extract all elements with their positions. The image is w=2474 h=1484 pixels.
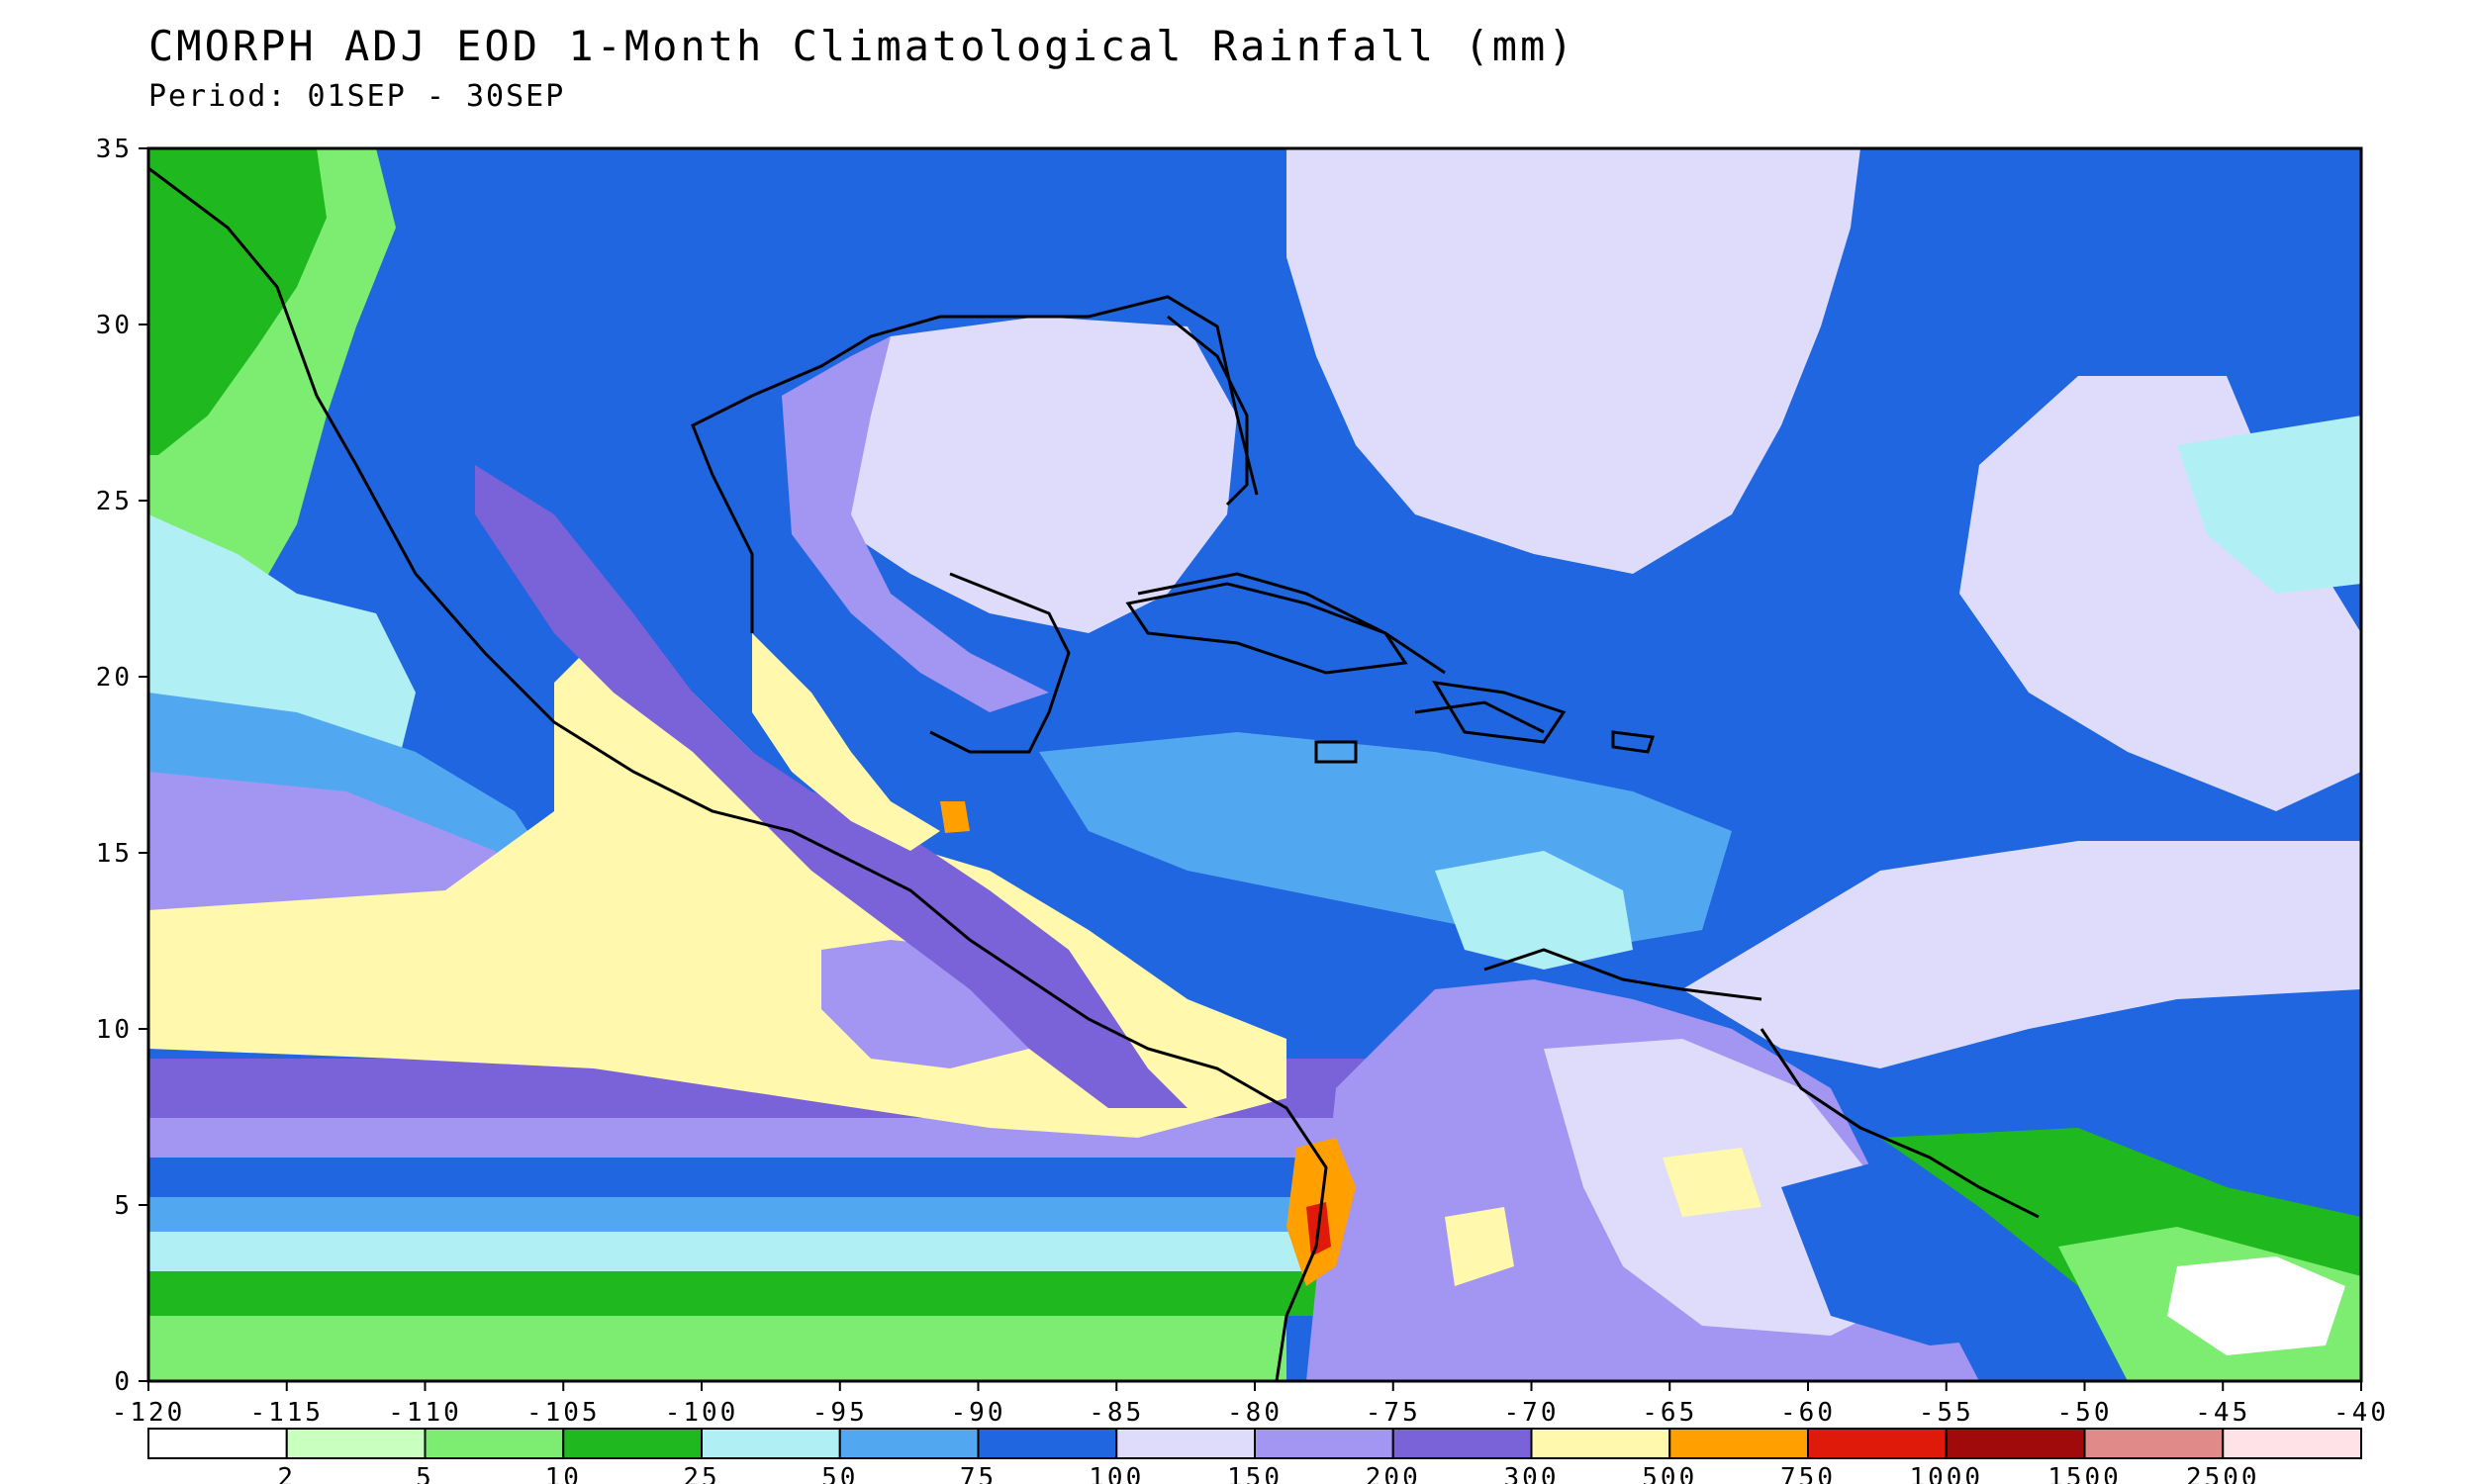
colorbar-swatch <box>1668 1428 1809 1459</box>
colorbar-swatch <box>1115 1428 1256 1459</box>
colombia-yellow <box>1445 1207 1514 1286</box>
lon-tick-label: -115 <box>249 1398 324 1428</box>
lon-tick-label: -80 <box>1227 1398 1283 1428</box>
colorbar-swatch <box>562 1428 703 1459</box>
honduras-orange <box>940 801 970 833</box>
colorbar-swatch <box>838 1428 980 1459</box>
gulf-purple-rim <box>782 336 1049 712</box>
colorbar-swatch <box>147 1428 288 1459</box>
colorbar-swatch <box>2222 1428 2362 1459</box>
colorbar-label: 1500 <box>2047 1463 2122 1484</box>
lat-tick-label: 10 <box>96 1015 133 1045</box>
band-10 <box>148 1316 1286 1381</box>
lon-tick-label: -70 <box>1504 1398 1560 1428</box>
colorbar-swatch <box>285 1428 427 1459</box>
longitude-axis: -120 -115 -110 -105 -100 -95 -90 -85 -80 -75 -70 -6… <box>112 1381 2389 1428</box>
lon-tick-label: -60 <box>1780 1398 1836 1428</box>
mexico-purple <box>475 465 1188 1108</box>
colorbar-swatch <box>424 1428 565 1459</box>
colorbar-label: 2500 <box>2186 1463 2260 1484</box>
lat-tick-label: 35 <box>96 135 133 164</box>
atlantic-lavender-region <box>1286 148 1860 574</box>
lat-tick-label: 15 <box>96 839 133 869</box>
lon-tick-label: -90 <box>951 1398 1006 1428</box>
pacific-darkgreen-northwest <box>148 148 327 455</box>
colorbar-label: 10 <box>545 1463 582 1484</box>
colorbar-label: 150 <box>1227 1463 1283 1484</box>
colorbar-swatch <box>2083 1428 2225 1459</box>
latitude-axis: 35 30 25 20 15 10 5 0 <box>96 135 148 1397</box>
colorbar-label: 50 <box>821 1463 858 1484</box>
lon-tick-label: -100 <box>665 1398 739 1428</box>
colorbar-label: 500 <box>1642 1463 1697 1484</box>
colorbar-swatch <box>1530 1428 1671 1459</box>
colorbar-label: 5 <box>416 1463 434 1484</box>
colorbar-label: 750 <box>1780 1463 1836 1484</box>
lon-tick-label: -85 <box>1089 1398 1144 1428</box>
colorbar-label: 25 <box>683 1463 719 1484</box>
band-75 <box>148 1197 1385 1232</box>
colorbar: 2 5 10 25 50 75 100 150 200 300 500 750 1000 1500 2500 <box>147 1428 2362 1484</box>
colorbar-swatch <box>1945 1428 2086 1459</box>
lon-tick-label: -75 <box>1366 1398 1421 1428</box>
gulf-lavender <box>782 317 1237 633</box>
lon-tick-label: -65 <box>1642 1398 1697 1428</box>
colorbar-label: 200 <box>1366 1463 1421 1484</box>
colorbar-label: 100 <box>1089 1463 1144 1484</box>
band-100 <box>148 1158 1385 1197</box>
amazon-white-dry <box>2167 1256 2345 1355</box>
map-period: Period: 01SEP - 30SEP <box>148 79 566 114</box>
map-title: CMORPH ADJ EOD 1-Month Climatological Ra… <box>148 22 1576 70</box>
lon-tick-label: -105 <box>526 1398 601 1428</box>
lon-tick-label: -110 <box>388 1398 462 1428</box>
band-200 <box>148 1118 1385 1158</box>
island-outlines <box>1125 315 1656 764</box>
map-fields <box>148 148 2361 1381</box>
caribbean-lightblue <box>1435 851 1633 970</box>
colorbar-swatch <box>701 1428 841 1459</box>
coastlines <box>148 166 2040 1381</box>
mexico-yellow-interior <box>752 633 940 851</box>
lat-tick-label: 25 <box>96 487 133 516</box>
colorbar-label: 75 <box>960 1463 997 1484</box>
colorbar-label: 2 <box>277 1463 296 1484</box>
band-50 <box>148 1232 1385 1271</box>
colorbar-swatch <box>1254 1428 1394 1459</box>
lat-tick-label: 30 <box>96 311 133 340</box>
lat-tick-label: 5 <box>114 1191 133 1221</box>
lon-tick-label: -45 <box>2195 1398 2250 1428</box>
colorbar-label: 1000 <box>1909 1463 1983 1484</box>
lon-tick-label: -40 <box>2333 1398 2389 1428</box>
lon-tick-label: -120 <box>112 1398 186 1428</box>
colorbar-swatch <box>1807 1428 1948 1459</box>
lat-tick-label: 0 <box>114 1367 133 1397</box>
lon-tick-label: -55 <box>1919 1398 1974 1428</box>
lon-tick-label: -95 <box>812 1398 868 1428</box>
atlantic-lavender-south <box>1682 841 2361 1068</box>
colorbar-swatch <box>1391 1428 1533 1459</box>
lat-tick-label: 20 <box>96 663 133 693</box>
colorbar-swatch <box>977 1428 1118 1459</box>
colorbar-label: 300 <box>1504 1463 1560 1484</box>
venezuela-yellow <box>1663 1148 1761 1217</box>
lon-tick-label: -50 <box>2057 1398 2113 1428</box>
band-25 <box>148 1271 1385 1316</box>
atlantic-lightblue-east <box>2177 416 2361 594</box>
